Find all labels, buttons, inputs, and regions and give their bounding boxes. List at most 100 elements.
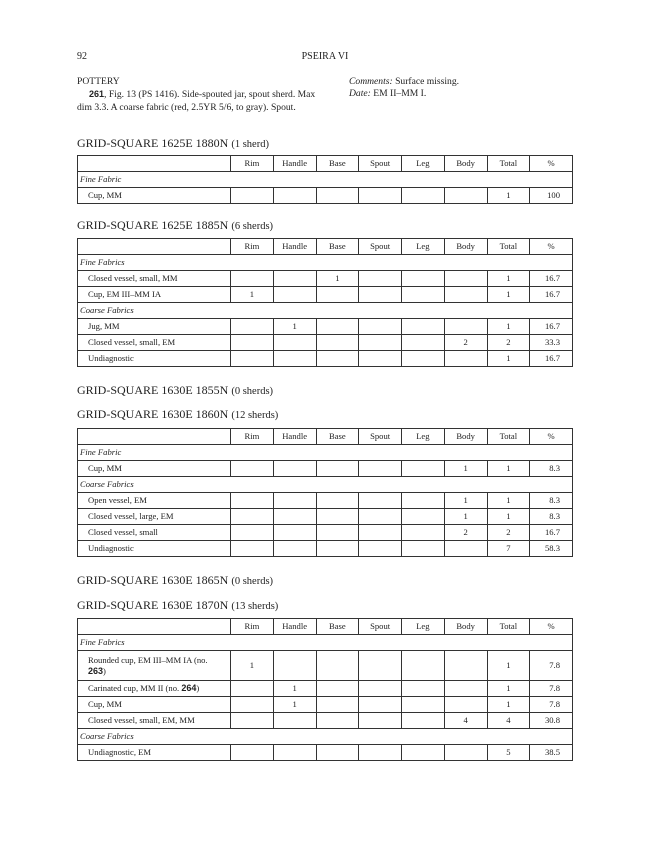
table-row: Rounded cup, EM III–MM IA (no. 263) 1 1 7.8 [77,650,573,681]
cell-percent: 8.3 [529,460,573,477]
cell-rim [230,350,274,367]
cell-handle: 1 [272,318,317,335]
row-label: Cup, MM [77,460,231,477]
table-row: Closed vessel, small 2 2 16.7 [77,524,573,541]
column-header: Body [443,155,488,172]
cell-rim [230,334,274,351]
column-header: Spout [358,618,402,635]
fabric-section-row: Coarse Fabrics [77,476,573,493]
column-header [77,618,231,635]
grid-square-heading: GRID-SQUARE 1630E 1860N (12 sherds) [77,407,278,422]
cell-spout [358,524,402,541]
cell-total: 2 [486,334,531,351]
table-row: Closed vessel, small, EM, MM 4 4 30.8 [77,712,573,729]
column-header [77,155,231,172]
catalog-ref: 263 [88,665,104,676]
grid-square-title: GRID-SQUARE 1630E 1870N [77,598,232,612]
cell-total: 7 [486,540,531,557]
cell-rim [230,492,274,509]
column-header: Leg [401,238,445,255]
cell-handle [272,508,317,525]
cell-body: 1 [443,508,488,525]
table-row: Closed vessel, small, EM 2 2 33.3 [77,334,573,351]
cell-spout [358,492,402,509]
cell-spout [358,286,402,303]
cell-handle: 1 [272,680,317,697]
cell-handle [272,460,317,477]
sherd-count: (13 sherds) [231,601,279,612]
grid-square-title: GRID-SQUARE 1625E 1880N [77,136,232,150]
cell-leg [401,286,445,303]
fabric-section-row: Fine Fabric [77,171,573,188]
cell-base [315,744,360,761]
column-header: Base [315,618,360,635]
cell-total: 1 [486,350,531,367]
column-header: Leg [401,618,445,635]
cell-body [443,744,488,761]
grid-square-heading: GRID-SQUARE 1630E 1865N (0 sherds) [77,573,273,588]
cell-rim [230,696,274,713]
column-header: % [529,618,573,635]
cell-percent: 58.3 [529,540,573,557]
cell-base [315,492,360,509]
column-header: Handle [272,238,317,255]
cell-percent: 38.5 [529,744,573,761]
cell-rim [230,540,274,557]
column-header: Body [443,238,488,255]
cell-handle: 1 [272,696,317,713]
cell-percent: 16.7 [529,286,573,303]
cell-spout [358,270,402,287]
fabric-section-label: Fine Fabric [77,444,573,461]
sherd-count: (12 sherds) [231,410,279,421]
cell-total: 1 [486,492,531,509]
column-header: Handle [272,618,317,635]
cell-base: 1 [315,270,360,287]
cell-body [443,650,488,681]
cell-base [315,187,360,204]
table-row: Closed vessel, large, EM 1 1 8.3 [77,508,573,525]
column-header: Handle [272,155,317,172]
cell-total: 1 [486,650,531,681]
cell-body [443,270,488,287]
cell-handle [272,270,317,287]
entry-text: 261, Fig. 13 (PS 1416). Side-spouted jar… [77,89,316,113]
cell-leg [401,334,445,351]
row-label: Cup, MM [77,187,231,204]
fabric-section-row: Fine Fabrics [77,254,573,271]
cell-spout [358,318,402,335]
cell-leg [401,696,445,713]
cell-leg [401,508,445,525]
column-header: Spout [358,428,402,445]
table-row: Carinated cup, MM II (no. 264) 1 1 7.8 [77,680,573,697]
pottery-entry: POTTERY 261, Fig. 13 (PS 1416). Side-spo… [77,76,332,114]
cell-base [315,334,360,351]
entry-notes: Comments: Surface missing. Date: EM II–M… [349,76,579,101]
cell-percent: 7.8 [529,650,573,681]
row-label: Open vessel, EM [77,492,231,509]
cell-leg [401,318,445,335]
fabric-section-row: Fine Fabric [77,444,573,461]
sherd-table: Rim Handle Base Spout Leg Body Total% Fine Fabr… [77,428,573,557]
cell-rim [230,508,274,525]
fabric-section-row: Fine Fabrics [77,634,573,651]
fabric-section-label: Fine Fabrics [77,634,573,651]
cell-rim [230,744,274,761]
cell-leg [401,524,445,541]
grid-square-heading: GRID-SQUARE 1625E 1880N (1 sherd) [77,136,269,151]
grid-square-title: GRID-SQUARE 1630E 1865N [77,573,232,587]
cell-total: 1 [486,680,531,697]
cell-spout [358,696,402,713]
cell-base [315,460,360,477]
fabric-section-label: Coarse Fabrics [77,302,573,319]
cell-rim: 1 [230,286,274,303]
cell-base [315,286,360,303]
cell-percent: 33.3 [529,334,573,351]
cell-total: 1 [486,270,531,287]
cell-body: 2 [443,524,488,541]
column-header: Spout [358,155,402,172]
cell-total: 1 [486,187,531,204]
column-header: Total [486,428,531,445]
cell-spout [358,744,402,761]
cell-total: 1 [486,286,531,303]
cell-percent: 8.3 [529,492,573,509]
